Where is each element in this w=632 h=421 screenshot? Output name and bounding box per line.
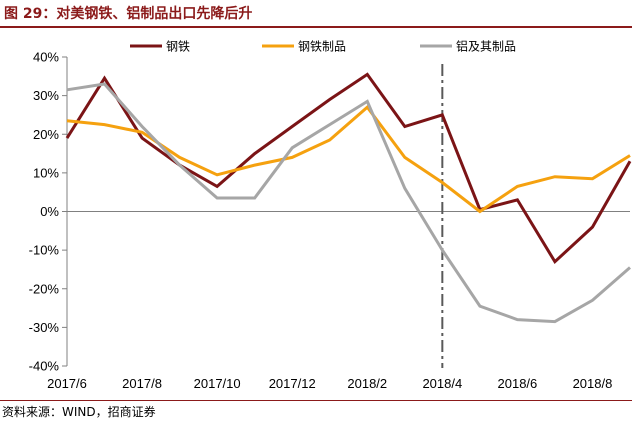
y-tick-label: 10% [33,165,59,180]
figure-title: 图 29：对美钢铁、铝制品出口先降后升 [4,6,253,22]
x-tick-label: 2018/8 [573,376,613,391]
x-tick-label: 2017/6 [47,376,87,391]
x-tick-label: 2017/8 [122,376,162,391]
y-tick-label: -30% [29,320,60,335]
title-rule [0,26,632,28]
legend-label-0: 钢铁 [166,40,190,54]
y-tick-label: -20% [29,281,60,296]
x-tick-label: 2018/6 [498,376,538,391]
y-tick-label: -10% [29,243,60,258]
y-tick-label: 20% [33,127,59,142]
chart-series [65,72,632,324]
series-line-2 [66,82,631,324]
chart-legend: 钢铁 钢铁制品 铝及其制品 [130,39,516,54]
source-rule [0,400,632,401]
y-tick-label: -40% [29,359,60,374]
legend-label-2: 铝及其制品 [456,39,516,54]
x-tick-label: 2018/2 [347,376,387,391]
line-chart: 40% 30% 20% 10% 0% -10% -20% -30% -40% 2017/6 2017… [29,39,632,391]
source-note: 资料来源：WIND，招商证券 [2,405,156,419]
x-tick-label: 2017/12 [269,376,316,391]
x-tick-label: 2018/4 [422,376,462,391]
chart-axes: 40% 30% 20% 10% 0% -10% -20% -30% -40% 2017/6 2017… [29,50,630,391]
series-line-1 [66,105,631,214]
y-tick-label: 40% [33,50,59,65]
y-tick-label: 0% [40,204,59,219]
y-tick-label: 30% [33,88,59,103]
series-line-0 [65,72,632,265]
legend-label-1: 钢铁制品 [298,40,346,54]
x-tick-label: 2017/10 [194,376,241,391]
